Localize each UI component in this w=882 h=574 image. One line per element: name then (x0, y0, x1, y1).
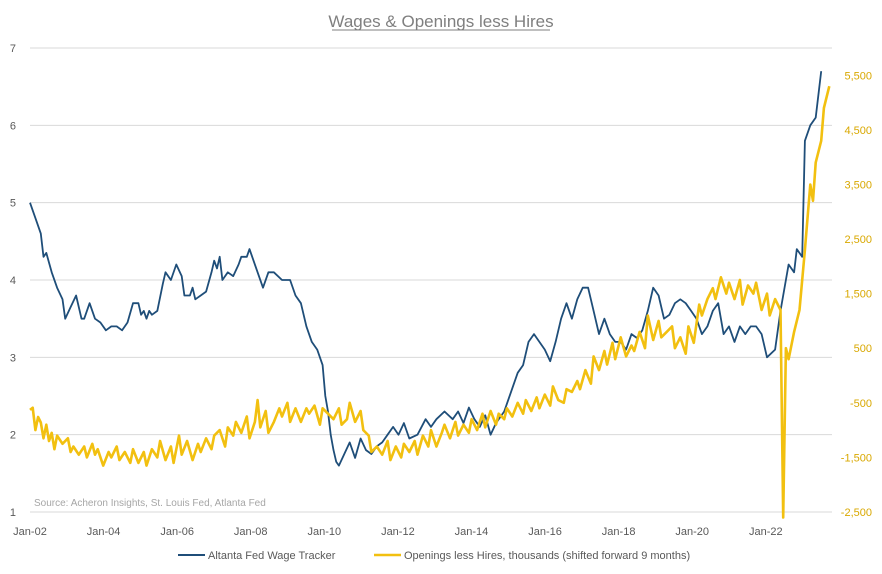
legend: Altanta Fed Wage Tracker Openings less H… (178, 550, 690, 562)
x-tick-label: Jan-04 (87, 526, 121, 538)
y-left-tick-label: 1 (10, 507, 16, 519)
y-axis-right: -2,500 -1,500 -500 500 1,500 2,500 3,500 4,500 5… (841, 70, 872, 519)
x-tick-label: Jan-16 (528, 526, 562, 538)
y-right-tick-label: 4,500 (844, 125, 872, 137)
y-right-tick-label: 2,500 (844, 234, 872, 246)
y-right-tick-label: 1,500 (844, 289, 872, 301)
x-tick-label: Jan-12 (381, 526, 415, 538)
x-axis: Jan-02 Jan-04 Jan-06 Jan-08 Jan-10 Jan-12 Jan-… (13, 526, 782, 538)
x-tick-label: Jan-20 (675, 526, 709, 538)
x-tick-label: Jan-18 (602, 526, 636, 538)
y-right-tick-label: 5,500 (844, 70, 872, 82)
series-lines (29, 71, 831, 519)
x-tick-label: Jan-02 (13, 526, 47, 538)
series-line-openings-less-hires (29, 85, 831, 519)
y-right-tick-label: -500 (850, 398, 872, 410)
source-note: Source: Acheron Insights, St. Louis Fed,… (34, 498, 266, 509)
legend-label-wage: Altanta Fed Wage Tracker (208, 550, 336, 562)
gridlines (30, 47, 832, 513)
y-right-tick-label: 500 (854, 343, 872, 355)
x-tick-label: Jan-08 (234, 526, 268, 538)
y-left-tick-label: 6 (10, 120, 16, 132)
chart-title: Wages & Openings less Hires (328, 12, 553, 31)
y-left-tick-label: 2 (10, 430, 16, 442)
y-axis-left: 1 2 3 4 5 6 7 (10, 43, 16, 519)
y-right-tick-label: 3,500 (844, 179, 872, 191)
y-left-tick-label: 7 (10, 43, 16, 55)
legend-label-openings: Openings less Hires, thousands (shifted … (404, 550, 690, 562)
series-line-wage-tracker (29, 71, 823, 467)
x-tick-label: Jan-14 (455, 526, 489, 538)
y-left-tick-label: 3 (10, 352, 16, 364)
x-tick-label: Jan-22 (749, 526, 783, 538)
y-left-tick-label: 5 (10, 198, 16, 210)
x-tick-label: Jan-06 (160, 526, 194, 538)
y-left-tick-label: 4 (10, 275, 16, 287)
y-right-tick-label: -1,500 (841, 452, 872, 464)
y-right-tick-label: -2,500 (841, 507, 872, 519)
x-tick-label: Jan-10 (307, 526, 341, 538)
